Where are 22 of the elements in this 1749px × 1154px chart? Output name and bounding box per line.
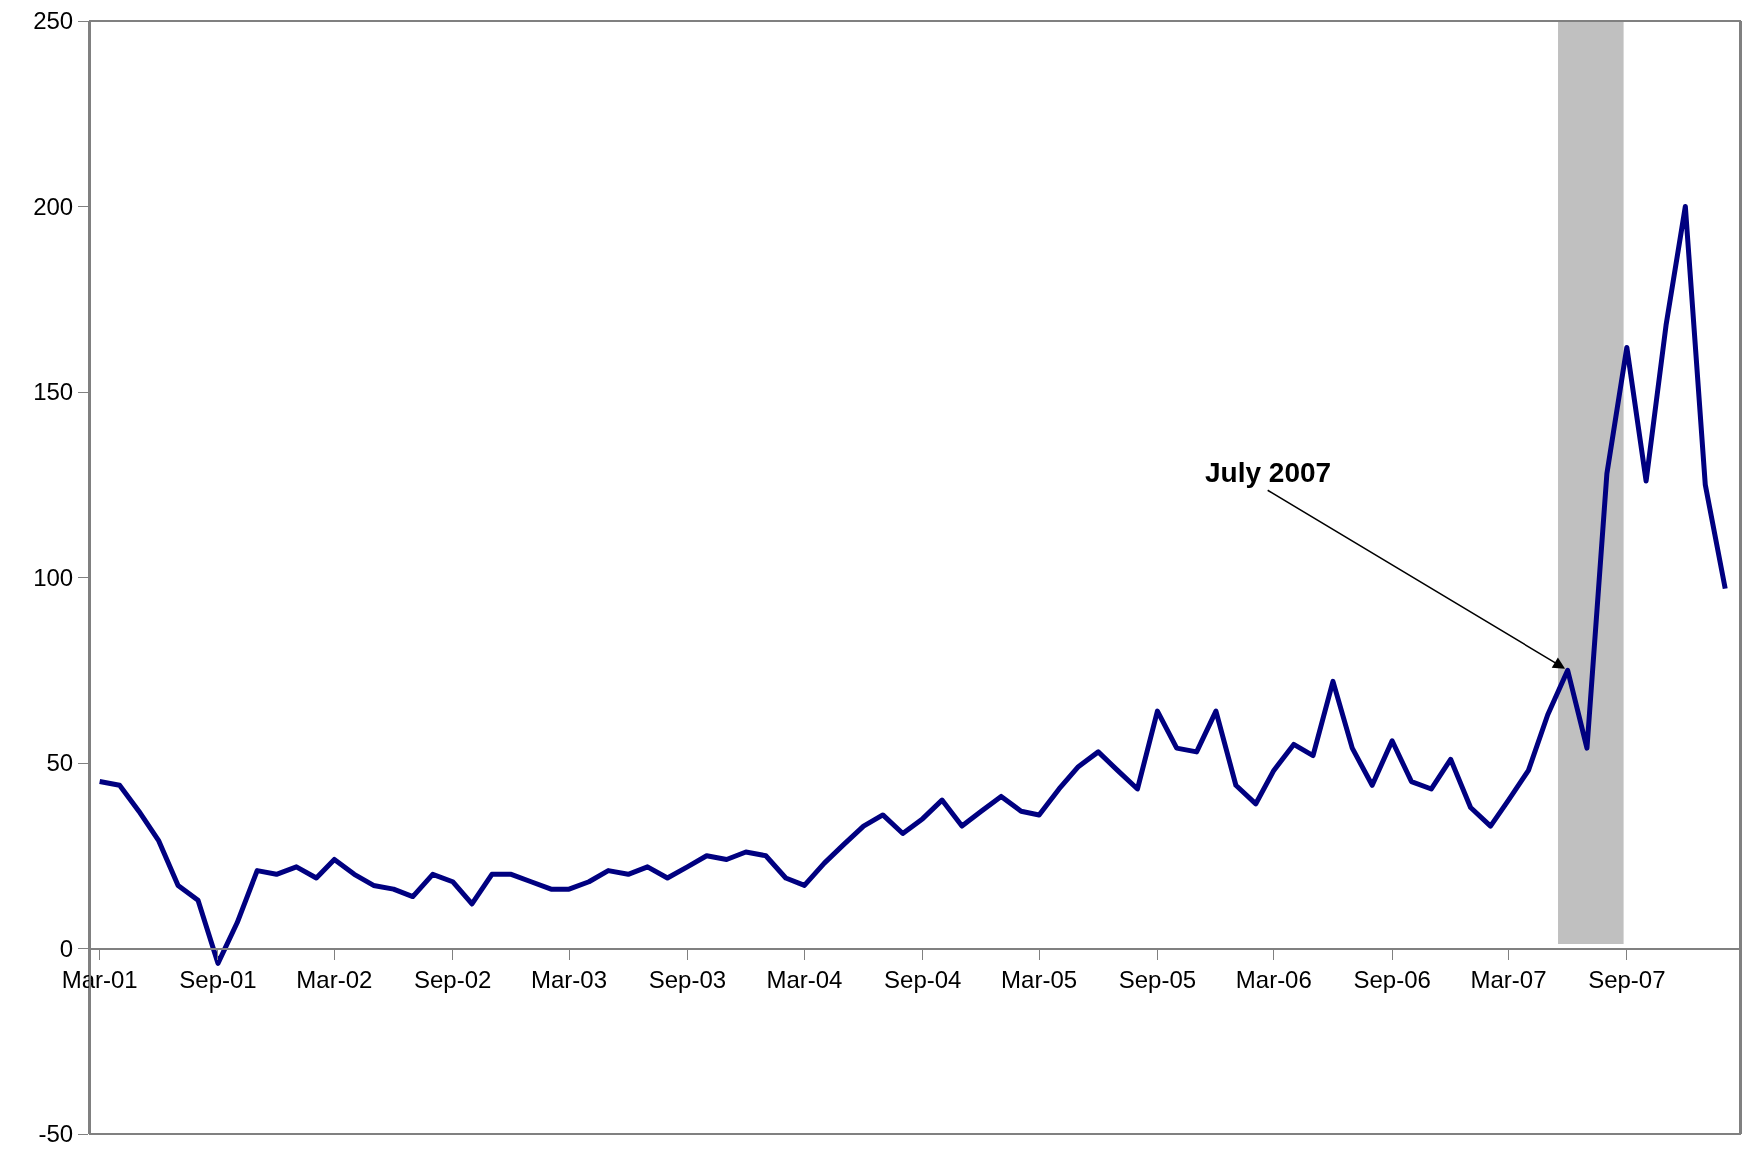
y-tick-label: 50 <box>46 749 74 777</box>
y-tick-label: 250 <box>33 7 74 35</box>
x-tick-label: Mar-02 <box>296 966 373 994</box>
x-tick-label: Mar-07 <box>1470 966 1547 994</box>
x-tick-label: Mar-03 <box>531 966 608 994</box>
y-tick-label: 150 <box>33 378 74 406</box>
x-tick-label: Mar-01 <box>61 966 138 994</box>
x-tick-label: Mar-05 <box>1001 966 1078 994</box>
x-tick-label: Mar-06 <box>1235 966 1312 994</box>
y-tick-label: 200 <box>33 192 74 220</box>
y-tick-label: -50 <box>38 1120 74 1148</box>
y-tick-label: 0 <box>59 934 74 962</box>
x-tick-label: Sep-02 <box>413 966 492 994</box>
annotation: July 2007 <box>1205 457 1332 488</box>
x-tick-label: Sep-03 <box>648 966 727 994</box>
y-tick-label: 100 <box>33 563 74 591</box>
x-tick-label: Sep-01 <box>179 966 257 994</box>
x-tick-label: Sep-04 <box>884 966 962 994</box>
x-tick-label: Sep-06 <box>1353 966 1431 994</box>
x-tick-label: Mar-04 <box>766 966 843 994</box>
x-tick-label: Sep-05 <box>1118 966 1197 994</box>
x-tick-label: Sep-07 <box>1588 966 1666 994</box>
